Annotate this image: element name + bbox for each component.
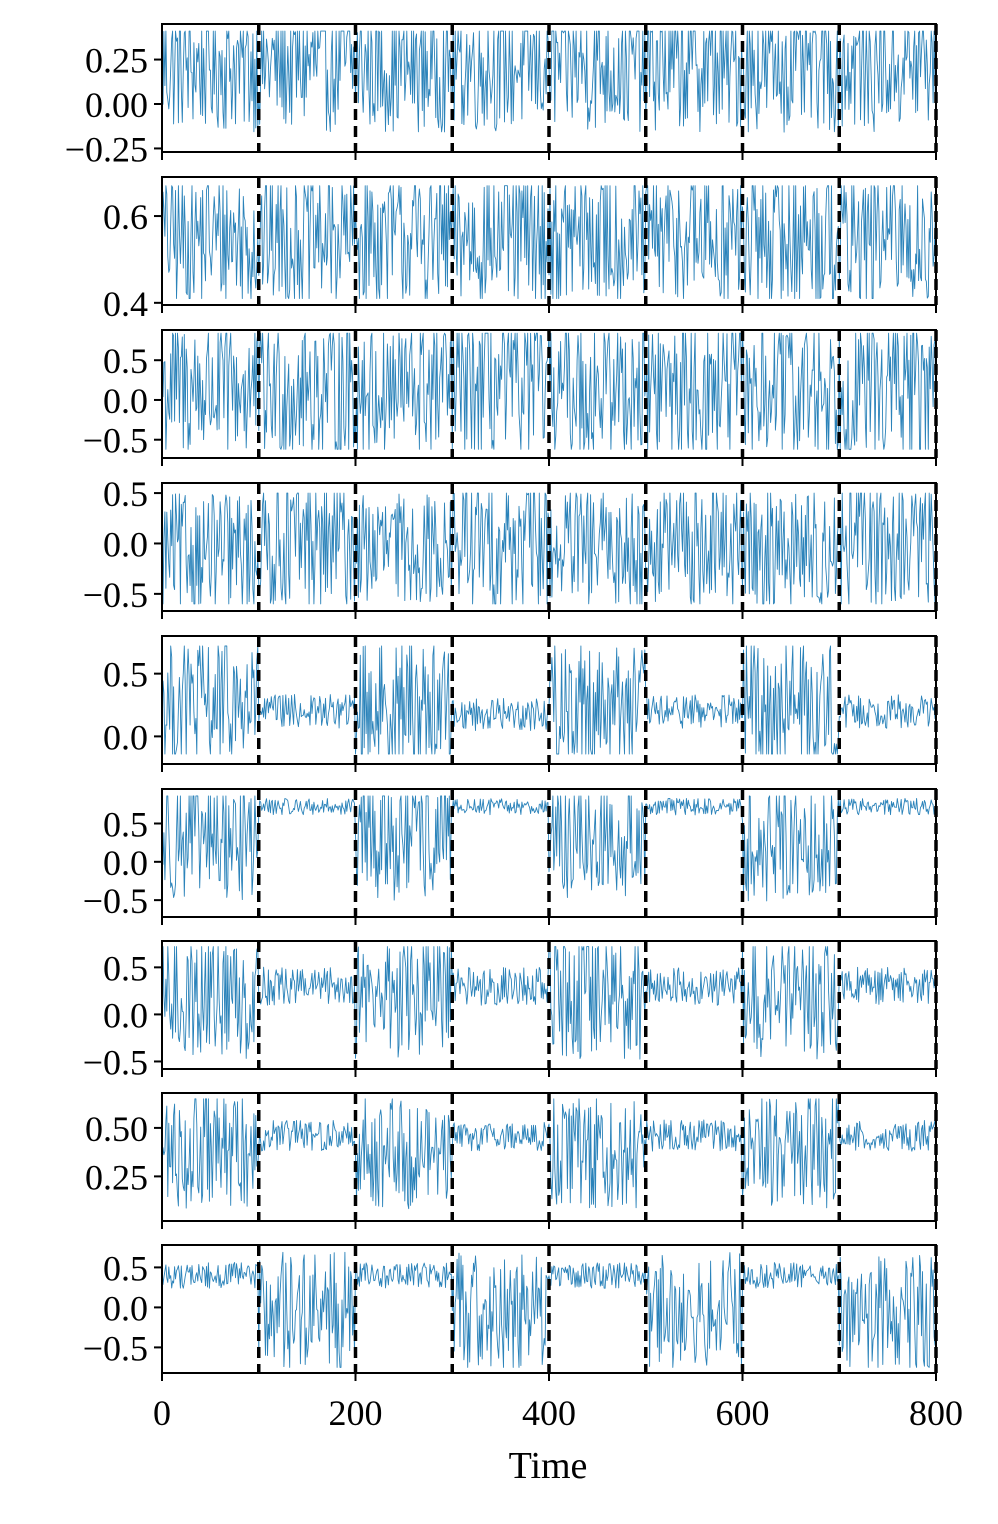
y-tick-label: 0.6 xyxy=(103,197,148,237)
y-tick-label: 0.0 xyxy=(103,381,148,421)
subplot-6: −0.50.00.5 xyxy=(83,788,938,925)
y-tick-label: −0.5 xyxy=(83,421,148,461)
subplot-5: 0.0 0.5 xyxy=(103,635,938,772)
y-tick-label: 0.5 xyxy=(103,655,148,695)
x-tick-label: 0 xyxy=(153,1393,171,1433)
y-tick-label: 0.50 xyxy=(85,1109,148,1149)
shared-x-axis: 0 200 400 600 800 xyxy=(153,1393,963,1433)
y-tick-label: 0.5 xyxy=(103,1248,148,1288)
y-tick-label: 0.25 xyxy=(85,1157,148,1197)
x-tick-label: 600 xyxy=(716,1393,770,1433)
subplot-3: −0.50.00.5 xyxy=(83,329,938,466)
y-tick-label: 0.25 xyxy=(85,41,148,81)
y-tick-label: −0.5 xyxy=(83,881,148,921)
y-tick-label: 0.5 xyxy=(103,474,148,514)
series-line-8 xyxy=(161,1098,937,1210)
y-tick-label: 0.00 xyxy=(85,85,148,125)
series-line-9 xyxy=(161,1251,937,1368)
x-axis-label: Time xyxy=(509,1445,588,1487)
series-line-2 xyxy=(161,185,937,299)
subplot-2: 0.4 0.6 xyxy=(103,176,938,324)
y-tick-label: −0.5 xyxy=(83,1328,148,1368)
y-tick-label: 0.0 xyxy=(103,1288,148,1328)
y-tick-label: 0.0 xyxy=(103,843,148,883)
series-line-6 xyxy=(161,795,937,902)
x-tick-label: 200 xyxy=(329,1393,383,1433)
y-tick-label: 0.5 xyxy=(103,804,148,844)
y-tick-label: 0.0 xyxy=(103,524,148,564)
x-tick-label: 800 xyxy=(909,1393,963,1433)
y-tick-label: 0.5 xyxy=(103,948,148,988)
y-tick-label: 0.5 xyxy=(103,341,148,381)
subplot-1: −0.250.000.25 xyxy=(65,23,938,169)
subplot-8: 0.25 0.50 xyxy=(85,1092,938,1229)
subplot-4: −0.5 0.0 0.5 xyxy=(83,474,938,619)
subplot-panels: −0.250.000.250.40.6−0.50.00.5−0.50.00.50… xyxy=(65,23,938,1381)
x-tick-label: 400 xyxy=(522,1393,576,1433)
y-tick-label: −0.5 xyxy=(83,1042,148,1082)
y-tick-label: 0.0 xyxy=(103,995,148,1035)
y-tick-label: 0.0 xyxy=(103,717,148,757)
y-tick-label: −0.25 xyxy=(65,129,148,169)
y-tick-label: −0.5 xyxy=(83,575,148,615)
y-tick-label: 0.4 xyxy=(103,284,148,324)
subplot-9: −0.50.00.5 xyxy=(83,1244,938,1381)
subplot-7: −0.5 0.0 0.5 xyxy=(83,940,938,1082)
